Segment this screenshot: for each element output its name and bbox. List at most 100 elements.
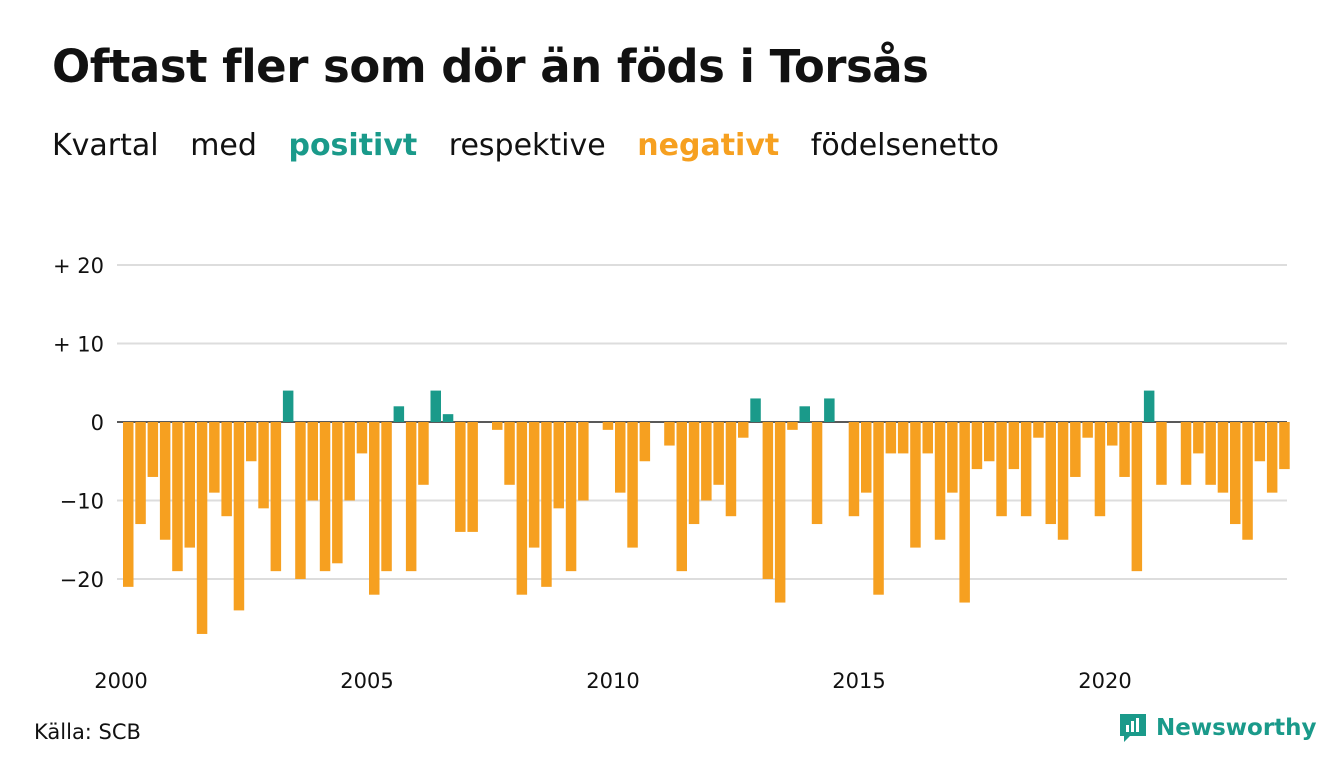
bar-negative [319, 422, 331, 572]
bar-positive [824, 398, 835, 422]
bar-negative [123, 422, 134, 587]
bar-negative [811, 422, 823, 525]
bar-negative [233, 422, 245, 611]
bar-negative [774, 422, 786, 603]
bar-negative [996, 422, 1007, 517]
bar-negative [1230, 422, 1241, 525]
bar-negative [172, 422, 183, 572]
bar-negative [873, 422, 884, 595]
subtitle-word: födelsenetto [810, 128, 999, 163]
bar-negative [209, 422, 220, 493]
bar-negative [1266, 422, 1278, 493]
brand-logo: Newsworthy [1118, 712, 1317, 744]
bar-negative [688, 422, 700, 525]
subtitle-word: Kvartal [52, 128, 159, 163]
bar-negative [528, 422, 540, 548]
subtitle-word: med [190, 128, 257, 163]
bar-negative [369, 422, 380, 595]
bar-positive [430, 390, 441, 422]
bar-negative [762, 422, 774, 579]
bar-negative [725, 422, 737, 517]
bar-negative [1254, 422, 1266, 462]
bar-negative [135, 422, 146, 525]
y-tick-label: 0 [91, 411, 104, 435]
bar-positive [442, 414, 454, 422]
bar-negative [1057, 422, 1069, 540]
bar-negative [1217, 422, 1229, 493]
bar-negative [1156, 422, 1167, 485]
bar-negative [1279, 422, 1290, 470]
bar-negative [701, 422, 712, 501]
bar-negative [578, 422, 589, 501]
bar-negative [713, 422, 724, 485]
bar-positive [282, 390, 294, 422]
bar-negative [602, 422, 614, 430]
bar-negative [947, 422, 958, 493]
bar-negative [1020, 422, 1032, 517]
bar-positive [750, 398, 761, 422]
bar-negative [984, 422, 995, 462]
bar-negative [295, 422, 306, 579]
bar-negative [1193, 422, 1204, 454]
chart-title: Oftast fler som dör än föds i Torsås [52, 40, 929, 93]
subtitle-word: respektive [448, 128, 606, 163]
brand-name: Newsworthy [1156, 715, 1317, 741]
chart-subtitle: Kvartal med positivt respektive negativt… [52, 128, 1021, 163]
bar-negative [934, 422, 946, 540]
bar-negative [615, 422, 626, 493]
x-tick-label: 2005 [340, 669, 393, 693]
subtitle-negative-label: negativt [637, 128, 780, 163]
x-tick-label: 2010 [586, 669, 639, 693]
y-tick-label: + 20 [53, 254, 104, 278]
bar-negative [1033, 422, 1044, 438]
bar-negative [516, 422, 528, 595]
bar-negative [848, 422, 860, 517]
bar-positive [799, 406, 810, 422]
bar-negative [307, 422, 318, 501]
bar-negative [1242, 422, 1253, 540]
bar-negative [1094, 422, 1106, 517]
y-tick-label: + 10 [53, 333, 104, 357]
bar-positive [1143, 390, 1155, 422]
bar-negative [1107, 422, 1118, 446]
bar-negative [1119, 422, 1130, 477]
bar-negative [1070, 422, 1081, 477]
subtitle-positive-label: positivt [288, 128, 418, 163]
bar-negative [553, 422, 564, 509]
bar-negative [959, 422, 970, 603]
bar-positive [393, 406, 405, 422]
bar-negative [639, 422, 651, 462]
y-tick-label: −10 [60, 490, 104, 514]
bar-negative [147, 422, 159, 477]
bar-negative [1082, 422, 1093, 438]
bar-negative [504, 422, 515, 485]
source-note: Källa: SCB [34, 720, 141, 744]
bar-negative [455, 422, 466, 532]
bar-negative [381, 422, 392, 572]
bar-negative [1131, 422, 1143, 572]
bar-negative [627, 422, 638, 548]
bar-negative [738, 422, 749, 438]
bar-negative [1045, 422, 1056, 525]
bar-negative [221, 422, 232, 517]
bar-negative [344, 422, 355, 501]
bar-negative [184, 422, 195, 548]
bar-negative [467, 422, 478, 532]
x-tick-label: 2020 [1078, 669, 1131, 693]
bar-negative [676, 422, 687, 572]
bar-negative [159, 422, 171, 540]
bar-negative [1180, 422, 1192, 485]
x-tick-label: 2000 [94, 669, 147, 693]
y-tick-label: −20 [60, 568, 104, 592]
bar-negative [971, 422, 983, 470]
bar-negative [910, 422, 921, 548]
bar-negative [258, 422, 269, 509]
bar-negative [861, 422, 872, 493]
bar-negative [270, 422, 282, 572]
bar-negative [897, 422, 909, 454]
bar-negative [922, 422, 933, 454]
bar-negative [1008, 422, 1020, 470]
bar-negative [787, 422, 798, 430]
bar-negative [492, 422, 503, 430]
